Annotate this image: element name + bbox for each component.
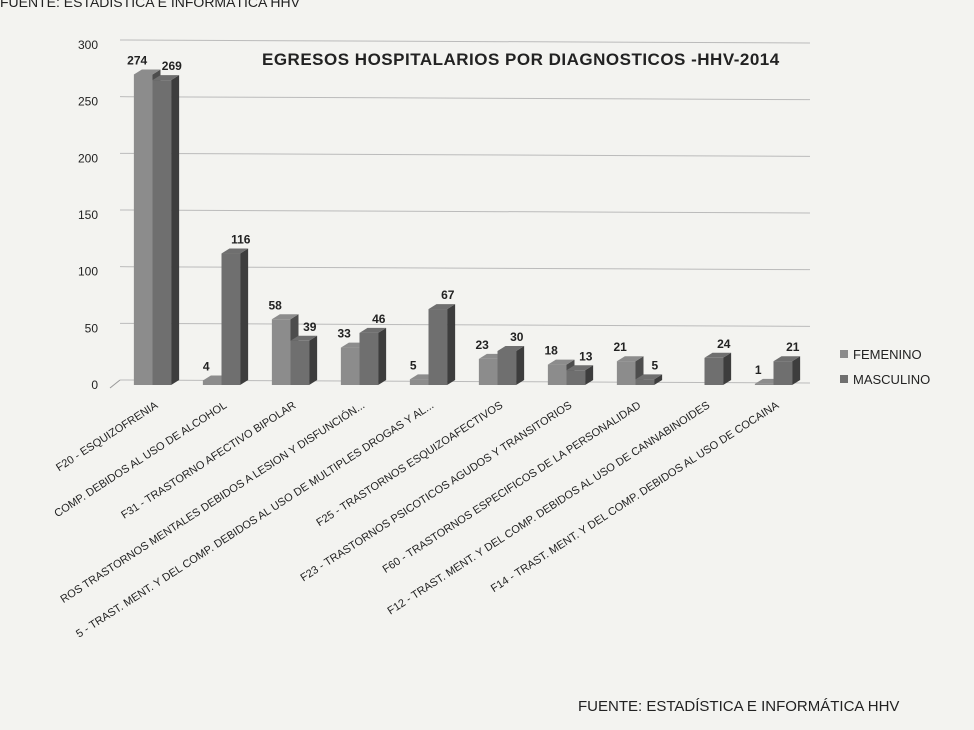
bar-face: [271, 314, 299, 320]
bar-face: [271, 319, 291, 385]
bar: [428, 304, 456, 385]
bar-face: [133, 74, 153, 385]
x-tick-label: F12 - TRAST. MENT. Y DEL COMP. DEBIDOS A…: [386, 399, 713, 617]
data-label: 116: [231, 233, 251, 247]
data-label: 13: [579, 349, 593, 363]
source-top: FUENTE: ESTADÍSTICA E INFORMÁTICA HHV: [0, 0, 300, 10]
bar-face: [516, 346, 525, 385]
data-label: 21: [614, 340, 628, 354]
bar: [290, 335, 318, 385]
bar-face: [654, 374, 663, 385]
axis: [109, 379, 121, 389]
y-tick-label: 200: [78, 151, 98, 165]
y-tick-label: 300: [78, 38, 98, 52]
y-tick-label: 250: [78, 95, 98, 109]
bar-face: [378, 327, 387, 385]
bar: [635, 374, 663, 385]
bar-face: [171, 75, 180, 385]
y-tick-label: 50: [85, 321, 99, 335]
bar-face: [447, 304, 456, 385]
bar: [497, 346, 525, 385]
bar-face: [478, 358, 498, 385]
data-label: 269: [162, 59, 182, 73]
bar: [704, 352, 732, 385]
bar-face: [240, 248, 249, 385]
bar: [616, 356, 644, 385]
x-tick-label: F60 - TRASTORNOS ESPECIFICOS DE LA PERSO…: [381, 399, 644, 575]
bar-face: [340, 347, 360, 385]
bar-face: [202, 380, 222, 385]
source: FUENTE: ESTADÍSTICA E INFORMÁTICA HHV: [578, 698, 900, 715]
bar-face: [616, 361, 636, 385]
data-label: 21: [786, 340, 800, 354]
bar: [773, 356, 801, 385]
grid-line: [119, 96, 811, 101]
bar-face: [409, 379, 429, 385]
bar-face: [566, 370, 586, 385]
bar-face: [616, 356, 644, 362]
data-label: 24: [717, 337, 731, 351]
grid-line: [119, 209, 811, 214]
data-label: 18: [545, 344, 559, 358]
data-label: 39: [303, 320, 317, 334]
grid-line: [119, 152, 811, 157]
bar-face: [152, 75, 180, 81]
y-tick-label: 150: [78, 208, 98, 222]
data-label: 274: [127, 53, 147, 67]
bar: [152, 75, 180, 385]
bar-face: [585, 365, 594, 385]
bar-face: [704, 352, 732, 358]
data-label: 4: [203, 359, 210, 373]
grid-line: [119, 39, 811, 44]
legend-swatch: [840, 375, 848, 383]
bar-face: [635, 374, 663, 380]
bar-face: [133, 69, 161, 75]
bar-face: [428, 309, 448, 385]
data-label: 5: [651, 358, 658, 372]
chart-title: EGRESOS HOSPITALARIOS POR DIAGNOSTICOS -…: [262, 50, 780, 69]
data-label: 33: [338, 327, 352, 341]
bar-face: [547, 359, 575, 365]
legend-label: MASCULINO: [853, 372, 930, 387]
data-label: 5: [410, 358, 417, 372]
bar-face: [773, 361, 793, 385]
bar-face: [290, 340, 310, 385]
x-tick-label: ROS TRASTORNOS MENTALES DEBIDOS A LESION…: [58, 399, 367, 606]
data-label: 67: [441, 288, 455, 302]
bar-face: [290, 335, 318, 341]
bar-face: [359, 332, 379, 385]
bar-face: [773, 356, 801, 362]
data-label: 1: [755, 363, 762, 377]
bar-face: [566, 365, 594, 371]
bar-face: [704, 357, 724, 385]
legend-label: FEMENINO: [853, 347, 922, 362]
bar-face: [754, 383, 774, 385]
bar-face: [221, 248, 249, 254]
data-label: 46: [372, 312, 386, 326]
data-label: 30: [510, 330, 524, 344]
bar-face: [359, 327, 387, 333]
bar-face: [221, 253, 241, 385]
bar-face: [635, 379, 655, 385]
data-label: 23: [476, 338, 490, 352]
bar-face: [497, 346, 525, 351]
bar-face: [547, 364, 567, 385]
bar: [566, 365, 594, 385]
bar: [359, 327, 387, 385]
bar-face: [497, 351, 517, 385]
data-label: 58: [269, 298, 283, 312]
bar-face: [792, 356, 801, 385]
legend-swatch: [840, 350, 848, 358]
bar-face: [723, 352, 732, 385]
bar-face: [309, 335, 318, 385]
bar-face: [152, 80, 172, 385]
y-tick-label: 100: [78, 265, 98, 279]
y-tick-label: 0: [91, 378, 98, 392]
bar: [221, 248, 249, 385]
bar-face: [428, 304, 456, 310]
